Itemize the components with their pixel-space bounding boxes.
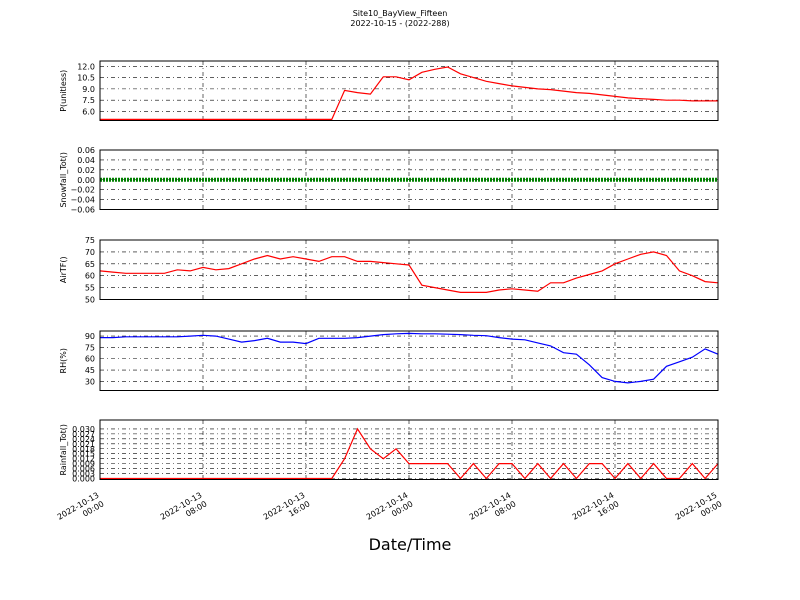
y-tick-label: 45 [85, 366, 95, 375]
y-tick-label: 0.027 [72, 430, 95, 439]
plot-frame [99, 330, 719, 391]
y-tick-label: 0.009 [72, 460, 95, 469]
y-tick-label: 0.030 [72, 425, 95, 434]
y-tick-label: 70 [85, 248, 95, 257]
y-tick-label: 0.015 [72, 450, 95, 459]
y-axis-label: RH(%) [59, 348, 68, 373]
y-tick-label: 0.003 [72, 470, 95, 479]
title: Site10_BayView_Fifteen [353, 9, 448, 18]
y-tick-label: 60 [85, 355, 95, 364]
x-axis-label: Date/Time [369, 535, 452, 554]
y-tick-label: 75 [85, 343, 95, 352]
y-axis-label: P(unitless) [59, 70, 68, 112]
y-tick-label: 0.012 [72, 455, 95, 464]
y-tick-label: −0.04 [70, 196, 95, 205]
y-tick-label: 65 [85, 260, 95, 269]
y-tick-label: 55 [85, 284, 95, 293]
y-tick-label: 0.018 [72, 445, 95, 454]
y-tick-label: 9.0 [82, 85, 95, 94]
y-tick-label: −0.06 [70, 206, 95, 215]
y-tick-label: 0.006 [72, 465, 95, 474]
y-tick-label: 0.021 [72, 440, 95, 449]
y-tick-label: 0.04 [77, 156, 95, 165]
data-line [100, 332, 719, 384]
subtitle: 2022-10-15 - (2022-288) [350, 19, 449, 28]
y-axis-label: AirTF() [59, 256, 68, 283]
y-tick-label: 6.0 [82, 107, 95, 116]
y-tick-label: 12.0 [77, 62, 95, 71]
data-line [99, 251, 719, 293]
y-tick-label: 0.02 [77, 166, 95, 175]
y-tick-label: 0.00 [77, 176, 95, 185]
plot-frame [99, 239, 719, 300]
y-tick-label: −0.02 [70, 186, 95, 195]
y-tick-label: 30 [85, 377, 95, 386]
y-tick-label: 75 [85, 236, 95, 245]
y-tick-label: 90 [85, 332, 95, 341]
y-tick-label: 0.024 [72, 435, 95, 444]
plot-frame [99, 60, 719, 121]
y-axis-label: Rainfall_Tot() [59, 424, 68, 476]
y-tick-label: 50 [85, 296, 95, 305]
plot-frame [99, 149, 719, 210]
y-tick-label: 0.000 [72, 475, 95, 484]
data-line [100, 66, 718, 120]
y-axis-label: Snowfall_Tot() [59, 152, 68, 208]
plot-frame [99, 419, 719, 480]
y-tick-label: 10.5 [77, 74, 95, 83]
y-tick-label: 7.5 [82, 96, 95, 105]
y-tick-label: 0.06 [77, 146, 95, 155]
data-line [100, 427, 719, 480]
y-tick-label: 60 [85, 272, 95, 281]
